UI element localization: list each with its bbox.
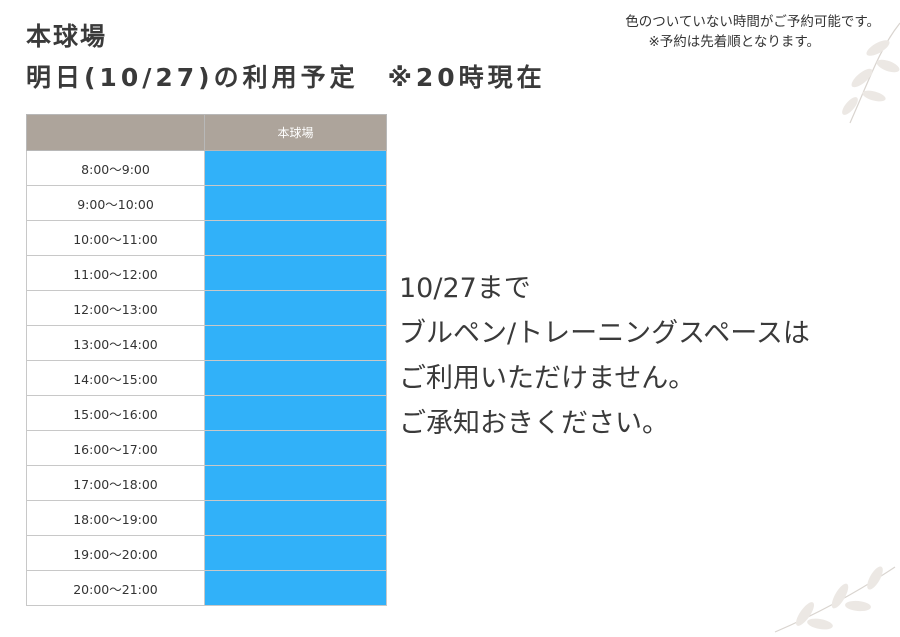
time-slot-label: 19:00～20:00 <box>26 535 205 571</box>
time-slot-label: 9:00～10:00 <box>26 185 205 221</box>
table-row: 8:00～9:00 <box>26 150 387 186</box>
page-subtitle: 明日(10/27)の利用予定 ※20時現在 <box>26 63 546 92</box>
time-slot-label: 13:00～14:00 <box>26 325 205 361</box>
table-header-row: 本球場 <box>26 114 387 151</box>
table-row: 20:00～21:00 <box>26 570 387 606</box>
reserved-slot <box>204 465 387 501</box>
notice-message: 10/27まで ブルペン/トレーニングスペースは ご利用いただけません。 ご承知… <box>399 266 810 446</box>
reserved-slot <box>204 150 387 186</box>
table-row: 11:00～12:00 <box>26 255 387 291</box>
table-row: 15:00～16:00 <box>26 395 387 431</box>
notes: 色のついていない時間がご予約可能です。 ※予約は先着順となります。 <box>625 12 880 52</box>
reserved-slot <box>204 500 387 536</box>
table-row: 18:00～19:00 <box>26 500 387 536</box>
time-slot-label: 14:00～15:00 <box>26 360 205 396</box>
table-row: 19:00～20:00 <box>26 535 387 571</box>
table-row: 12:00～13:00 <box>26 290 387 326</box>
reserved-slot <box>204 395 387 431</box>
leaf-branch-icon <box>842 22 900 124</box>
notice-line: ご承知おきください。 <box>399 408 669 439</box>
time-slot-label: 12:00～13:00 <box>26 290 205 326</box>
time-slot-label: 17:00～18:00 <box>26 465 205 501</box>
table-row: 16:00～17:00 <box>26 430 387 466</box>
table-corner-cell <box>26 114 205 151</box>
column-header-main-field: 本球場 <box>204 114 387 151</box>
reserved-slot <box>204 325 387 361</box>
time-slot-label: 15:00～16:00 <box>26 395 205 431</box>
table-row: 17:00～18:00 <box>26 465 387 501</box>
reserved-slot <box>204 185 387 221</box>
reserved-slot <box>204 220 387 256</box>
notice-line: ブルペン/トレーニングスペースは <box>399 318 810 349</box>
time-slot-label: 20:00～21:00 <box>26 570 205 606</box>
time-slot-label: 8:00～9:00 <box>26 150 205 186</box>
table-row: 9:00～10:00 <box>26 185 387 221</box>
reserved-slot <box>204 290 387 326</box>
table-row: 13:00～14:00 <box>26 325 387 361</box>
reserved-slot <box>204 255 387 291</box>
table-row: 14:00～15:00 <box>26 360 387 396</box>
availability-note: 色のついていない時間がご予約可能です。 <box>625 14 880 30</box>
schedule-table: 本球場 8:00～9:00 9:00～10:00 10:00～11:00 11:00～… <box>26 114 387 606</box>
table-row: 10:00～11:00 <box>26 220 387 256</box>
time-slot-label: 11:00～12:00 <box>26 255 205 291</box>
reserved-slot <box>204 570 387 606</box>
page-title: 本球場 <box>26 22 108 51</box>
time-slot-label: 18:00～19:00 <box>26 500 205 536</box>
booking-order-note: ※予約は先着順となります。 <box>648 34 820 50</box>
reserved-slot <box>204 535 387 571</box>
leaf-branch-icon <box>774 566 896 633</box>
time-slot-label: 16:00～17:00 <box>26 430 205 466</box>
reserved-slot <box>204 430 387 466</box>
time-slot-label: 10:00～11:00 <box>26 220 205 256</box>
notice-line: 10/27まで <box>399 273 531 304</box>
schedule-body: 8:00～9:00 9:00～10:00 10:00～11:00 11:00～12:0… <box>26 150 387 606</box>
notice-line: ご利用いただけません。 <box>399 363 696 394</box>
reserved-slot <box>204 360 387 396</box>
